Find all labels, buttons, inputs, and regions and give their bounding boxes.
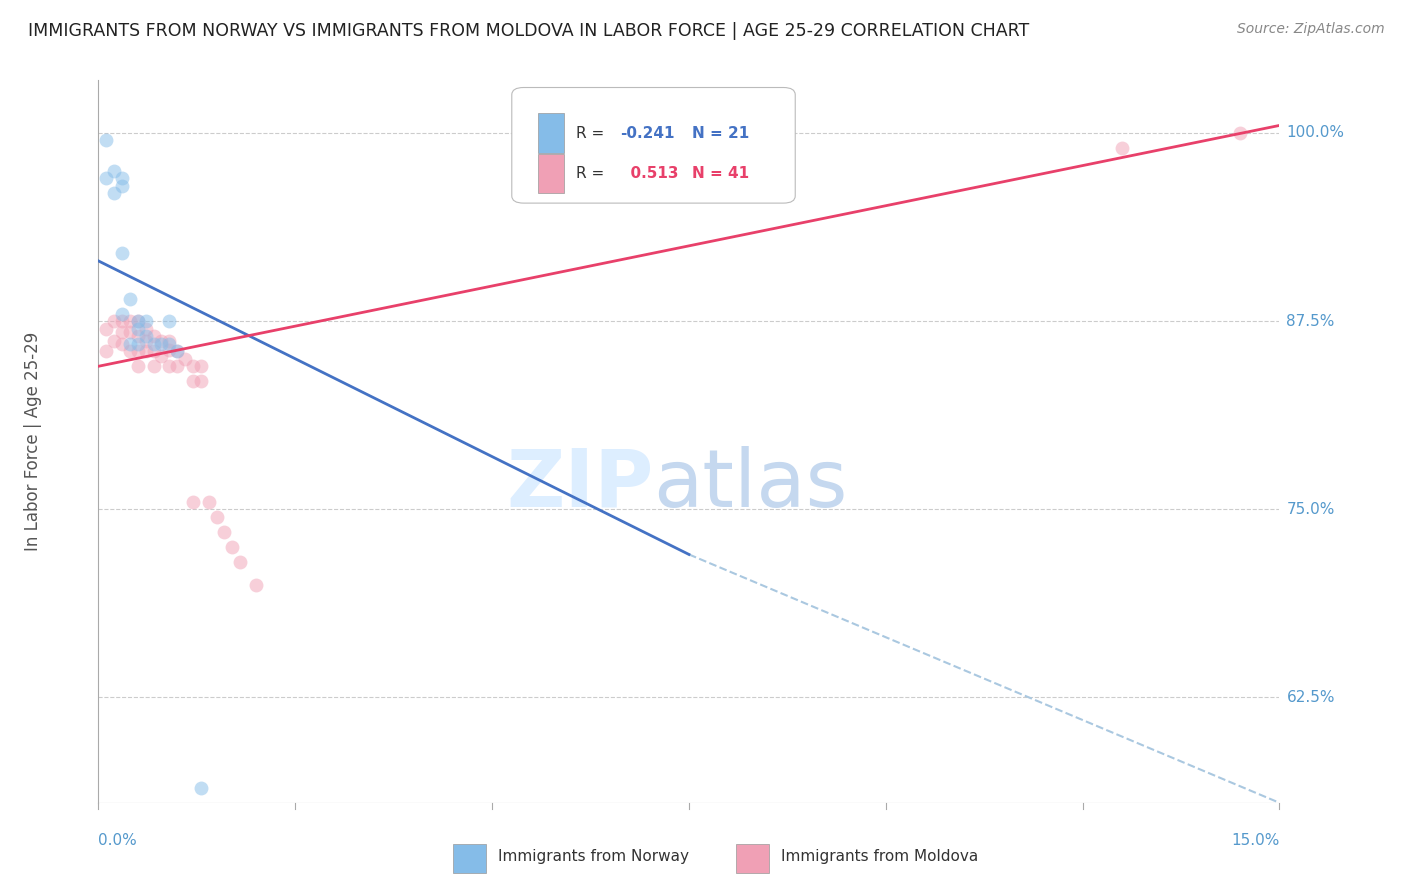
Point xyxy=(174,351,197,366)
Point xyxy=(142,336,165,351)
Point xyxy=(197,494,219,508)
Point xyxy=(142,329,165,343)
Point xyxy=(150,349,173,363)
Point xyxy=(111,171,134,186)
FancyBboxPatch shape xyxy=(737,844,769,873)
Text: R =: R = xyxy=(575,166,609,181)
Text: IMMIGRANTS FROM NORWAY VS IMMIGRANTS FROM MOLDOVA IN LABOR FORCE | AGE 25-29 COR: IMMIGRANTS FROM NORWAY VS IMMIGRANTS FRO… xyxy=(28,22,1029,40)
Point xyxy=(205,509,228,524)
Text: R =: R = xyxy=(575,126,609,141)
Point xyxy=(96,321,118,335)
Text: 15.0%: 15.0% xyxy=(1232,833,1279,848)
Point xyxy=(221,540,243,554)
Text: atlas: atlas xyxy=(654,446,848,524)
Text: N = 41: N = 41 xyxy=(693,166,749,181)
Point xyxy=(118,344,141,359)
Point xyxy=(111,314,134,328)
Point xyxy=(127,321,149,335)
FancyBboxPatch shape xyxy=(453,844,486,873)
Point xyxy=(118,325,141,339)
Point xyxy=(127,336,149,351)
Text: 0.0%: 0.0% xyxy=(98,833,138,848)
Point xyxy=(96,133,118,147)
Text: In Labor Force | Age 25-29: In Labor Force | Age 25-29 xyxy=(24,332,42,551)
Text: Immigrants from Norway: Immigrants from Norway xyxy=(498,849,689,864)
Point xyxy=(111,178,134,193)
Point xyxy=(135,321,157,335)
Point xyxy=(157,334,180,348)
Point xyxy=(118,336,141,351)
Point xyxy=(111,246,134,260)
Point xyxy=(1229,126,1251,140)
FancyBboxPatch shape xyxy=(537,153,564,194)
Point xyxy=(166,344,188,359)
Point xyxy=(127,314,149,328)
Point xyxy=(135,329,157,343)
Point xyxy=(118,292,141,306)
Point xyxy=(103,314,125,328)
Text: Immigrants from Moldova: Immigrants from Moldova xyxy=(782,849,979,864)
Point xyxy=(190,359,212,374)
Text: 87.5%: 87.5% xyxy=(1286,314,1334,328)
Point xyxy=(127,359,149,374)
Point xyxy=(103,186,125,201)
Text: 62.5%: 62.5% xyxy=(1286,690,1334,705)
Point xyxy=(229,555,252,569)
Point xyxy=(190,780,212,795)
Point xyxy=(181,494,204,508)
Point xyxy=(245,577,267,591)
Point xyxy=(127,344,149,359)
FancyBboxPatch shape xyxy=(537,113,564,153)
Point xyxy=(142,344,165,359)
Point xyxy=(111,325,134,339)
Point xyxy=(111,307,134,321)
Point xyxy=(135,334,157,348)
Point xyxy=(190,375,212,389)
Text: 0.513: 0.513 xyxy=(620,166,679,181)
Point xyxy=(166,359,188,374)
Point xyxy=(103,334,125,348)
Point xyxy=(157,343,180,357)
Point xyxy=(135,344,157,359)
Text: -0.241: -0.241 xyxy=(620,126,675,141)
Point xyxy=(157,336,180,351)
Point xyxy=(166,344,188,359)
Point xyxy=(181,375,204,389)
Text: ZIP: ZIP xyxy=(506,446,654,524)
Point xyxy=(150,336,173,351)
Point xyxy=(150,334,173,348)
Text: 75.0%: 75.0% xyxy=(1286,502,1334,516)
Point xyxy=(135,314,157,328)
FancyBboxPatch shape xyxy=(512,87,796,203)
Text: 100.0%: 100.0% xyxy=(1286,126,1344,140)
Point xyxy=(118,314,141,328)
Text: Source: ZipAtlas.com: Source: ZipAtlas.com xyxy=(1237,22,1385,37)
Point xyxy=(96,171,118,186)
Point xyxy=(96,344,118,359)
Point xyxy=(127,329,149,343)
Point xyxy=(157,359,180,374)
Point xyxy=(127,314,149,328)
Point xyxy=(181,359,204,374)
Point xyxy=(142,359,165,374)
Point xyxy=(111,336,134,351)
Point xyxy=(214,524,236,539)
Point xyxy=(157,314,180,328)
Text: N = 21: N = 21 xyxy=(693,126,749,141)
Point xyxy=(103,163,125,178)
Point xyxy=(1111,141,1133,155)
